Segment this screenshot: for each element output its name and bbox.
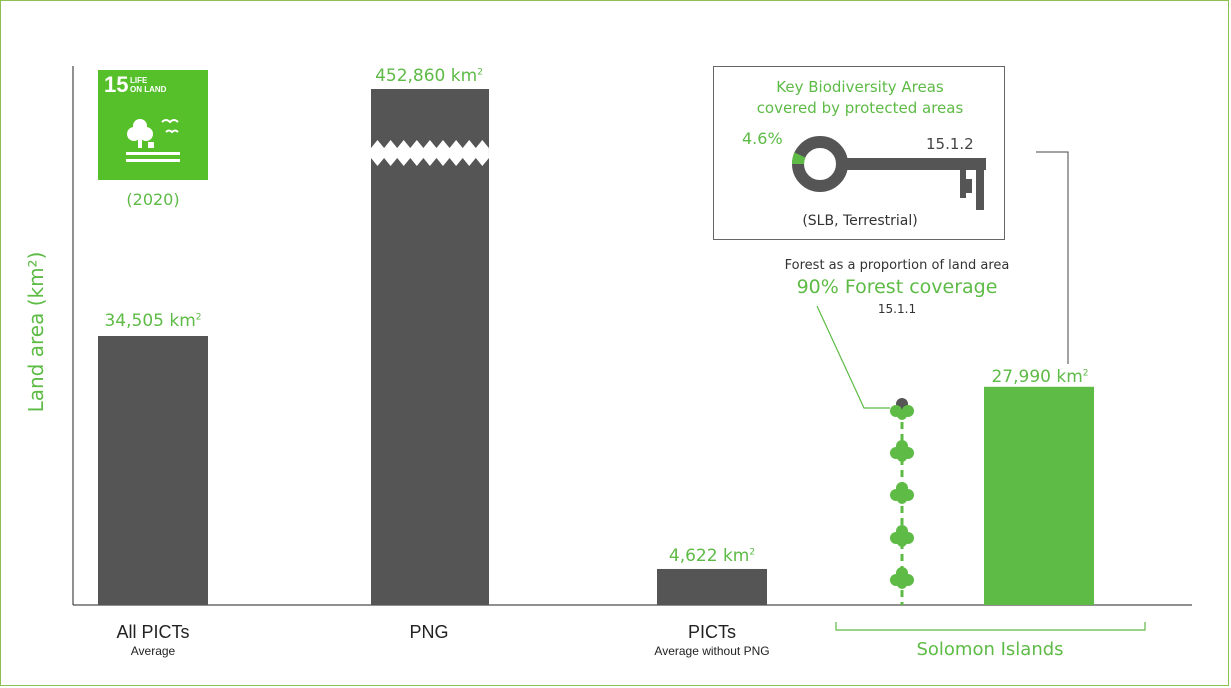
forest-indicator: 15.1.1 [877, 302, 917, 316]
category-sublabel-all-picts: Average [130, 644, 176, 658]
bar-solomon [984, 386, 1094, 605]
group-label-solomon-islands: Solomon Islands [916, 639, 1064, 660]
sdg-year: (2020) [126, 190, 180, 209]
kba-percent: 4.6% [742, 129, 783, 148]
kba-title-line1: Key Biodiversity Areas [776, 78, 944, 96]
category-sublabel-picts: Average without PNG [654, 644, 770, 658]
forest-annotation-line1: Forest as a proportion of land area [784, 258, 1010, 273]
tree-icon [890, 440, 914, 462]
tree-icon [890, 482, 914, 504]
bar-all-picts [98, 336, 208, 605]
sdg-title-line1: LIFE [130, 76, 148, 85]
sdg-title-line2: ON LAND [130, 85, 167, 94]
forest-annotation-line2: 90% Forest coverage [796, 276, 998, 298]
solomon-bracket [835, 622, 1146, 631]
forest-connector-line [816, 305, 890, 409]
kba-callout: Key Biodiversity Areas covered by protec… [713, 66, 1005, 240]
sdg-15-badge: 15 LIFE ON LAND [98, 70, 208, 180]
kba-indicator: 15.1.2 [926, 135, 974, 153]
category-label-png: PNG [409, 622, 449, 642]
kba-connector-line [1036, 151, 1069, 364]
tree-and-birds-icon [126, 119, 180, 162]
category-label-picts: PICTs [687, 622, 736, 642]
bar-png [371, 89, 489, 605]
tree-icon [890, 525, 914, 547]
sdg-title: LIFE ON LAND [130, 76, 166, 94]
kba-title-line2: covered by protected areas [756, 99, 964, 117]
category-label-all-picts: All PICTs [116, 622, 190, 642]
kba-subtitle: (SLB, Terrestrial) [802, 213, 918, 229]
key-icon [792, 136, 986, 210]
kba-title: Key Biodiversity Areas covered by protec… [714, 77, 1006, 119]
bar-value-label-solomon: 27,990 km2 [991, 367, 1089, 387]
axis-break-zigzag [371, 140, 489, 166]
tree-icon [890, 567, 914, 589]
partial-tree-icon [890, 398, 914, 420]
bar-picts [657, 568, 767, 605]
bar-value-label-picts: 4,622 km2 [668, 546, 756, 566]
bar-value-label-all-picts: 34,505 km2 [104, 311, 202, 331]
bar-value-label-png: 452,860 km2 [375, 66, 483, 86]
sdg-number: 15 [104, 72, 129, 97]
